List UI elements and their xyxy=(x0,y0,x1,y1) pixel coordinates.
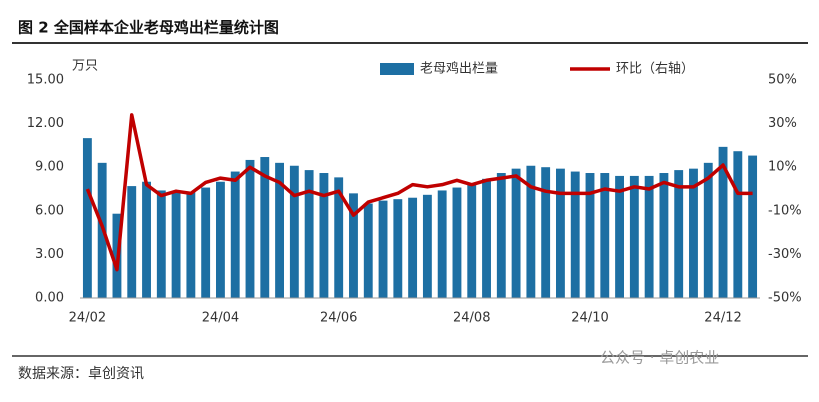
bar xyxy=(171,191,181,298)
line-series xyxy=(85,113,753,272)
bar xyxy=(600,173,610,298)
watermark: 公众号 · 卓创农业 xyxy=(600,349,719,367)
x-tick-label: 24/10 xyxy=(571,311,608,326)
bar xyxy=(437,190,447,298)
chart-title: 图 2 全国样本企业老母鸡出栏量统计图 xyxy=(18,19,279,37)
bar xyxy=(467,183,477,298)
x-tick-label: 24/06 xyxy=(320,311,357,326)
y-tick-label: 12.00 xyxy=(27,116,64,131)
bar xyxy=(201,187,211,298)
bar xyxy=(526,165,536,298)
source: 数据来源：卓创资讯 xyxy=(18,366,144,382)
legend-swatch xyxy=(380,63,414,75)
y-tick-label: 0.00 xyxy=(35,291,64,306)
y2-tick-label: -30% xyxy=(768,247,802,262)
x-tick-label: 24/12 xyxy=(704,311,741,326)
bar xyxy=(82,138,92,298)
bar xyxy=(556,168,565,298)
bar xyxy=(127,186,137,298)
y-tick-label: 3.00 xyxy=(35,247,64,262)
bar xyxy=(349,193,358,298)
y-tick-label: 15.00 xyxy=(27,73,64,88)
bar xyxy=(408,197,418,298)
x-tick-label: 24/04 xyxy=(202,311,239,326)
bar xyxy=(393,199,403,298)
y2-tick-label: 10% xyxy=(768,160,797,175)
y2-tick-label: 50% xyxy=(768,73,797,88)
x-tick-label: 24/02 xyxy=(69,311,106,326)
bar xyxy=(304,170,314,298)
legend-label: 老母鸡出栏量 xyxy=(420,61,498,77)
bar xyxy=(289,165,299,298)
y-axis-label: 万只 xyxy=(72,59,98,74)
bar xyxy=(496,173,506,298)
bar xyxy=(363,203,373,298)
y2-tick-label: 30% xyxy=(768,116,797,131)
bar xyxy=(334,177,344,298)
bar xyxy=(703,162,713,298)
bar xyxy=(748,155,758,298)
bar xyxy=(378,200,388,298)
bar xyxy=(156,190,166,298)
y2-tick-label: -10% xyxy=(768,203,802,218)
bar xyxy=(452,187,462,298)
bar xyxy=(629,175,639,298)
bar xyxy=(482,178,491,298)
bar xyxy=(674,170,684,298)
bar xyxy=(585,173,595,298)
bar xyxy=(733,151,743,298)
y-tick-label: 6.00 xyxy=(35,203,64,218)
bar xyxy=(275,162,284,298)
legend-label: 环比（右轴） xyxy=(616,62,694,77)
bar xyxy=(319,173,329,298)
y2-tick-label: -50% xyxy=(768,291,802,306)
bar xyxy=(186,191,196,298)
bar xyxy=(541,167,551,298)
bar xyxy=(230,171,240,298)
bar xyxy=(422,194,432,298)
bar xyxy=(511,168,521,298)
bar xyxy=(245,159,255,298)
bar xyxy=(570,171,580,298)
bar xyxy=(615,175,624,298)
bar xyxy=(142,181,151,298)
bar xyxy=(216,181,225,298)
bar xyxy=(644,175,654,298)
bar xyxy=(659,173,669,298)
bar xyxy=(260,157,270,298)
y-tick-label: 9.00 xyxy=(35,160,64,175)
x-tick-label: 24/08 xyxy=(453,311,490,326)
bar xyxy=(718,146,728,298)
bar xyxy=(689,168,698,298)
